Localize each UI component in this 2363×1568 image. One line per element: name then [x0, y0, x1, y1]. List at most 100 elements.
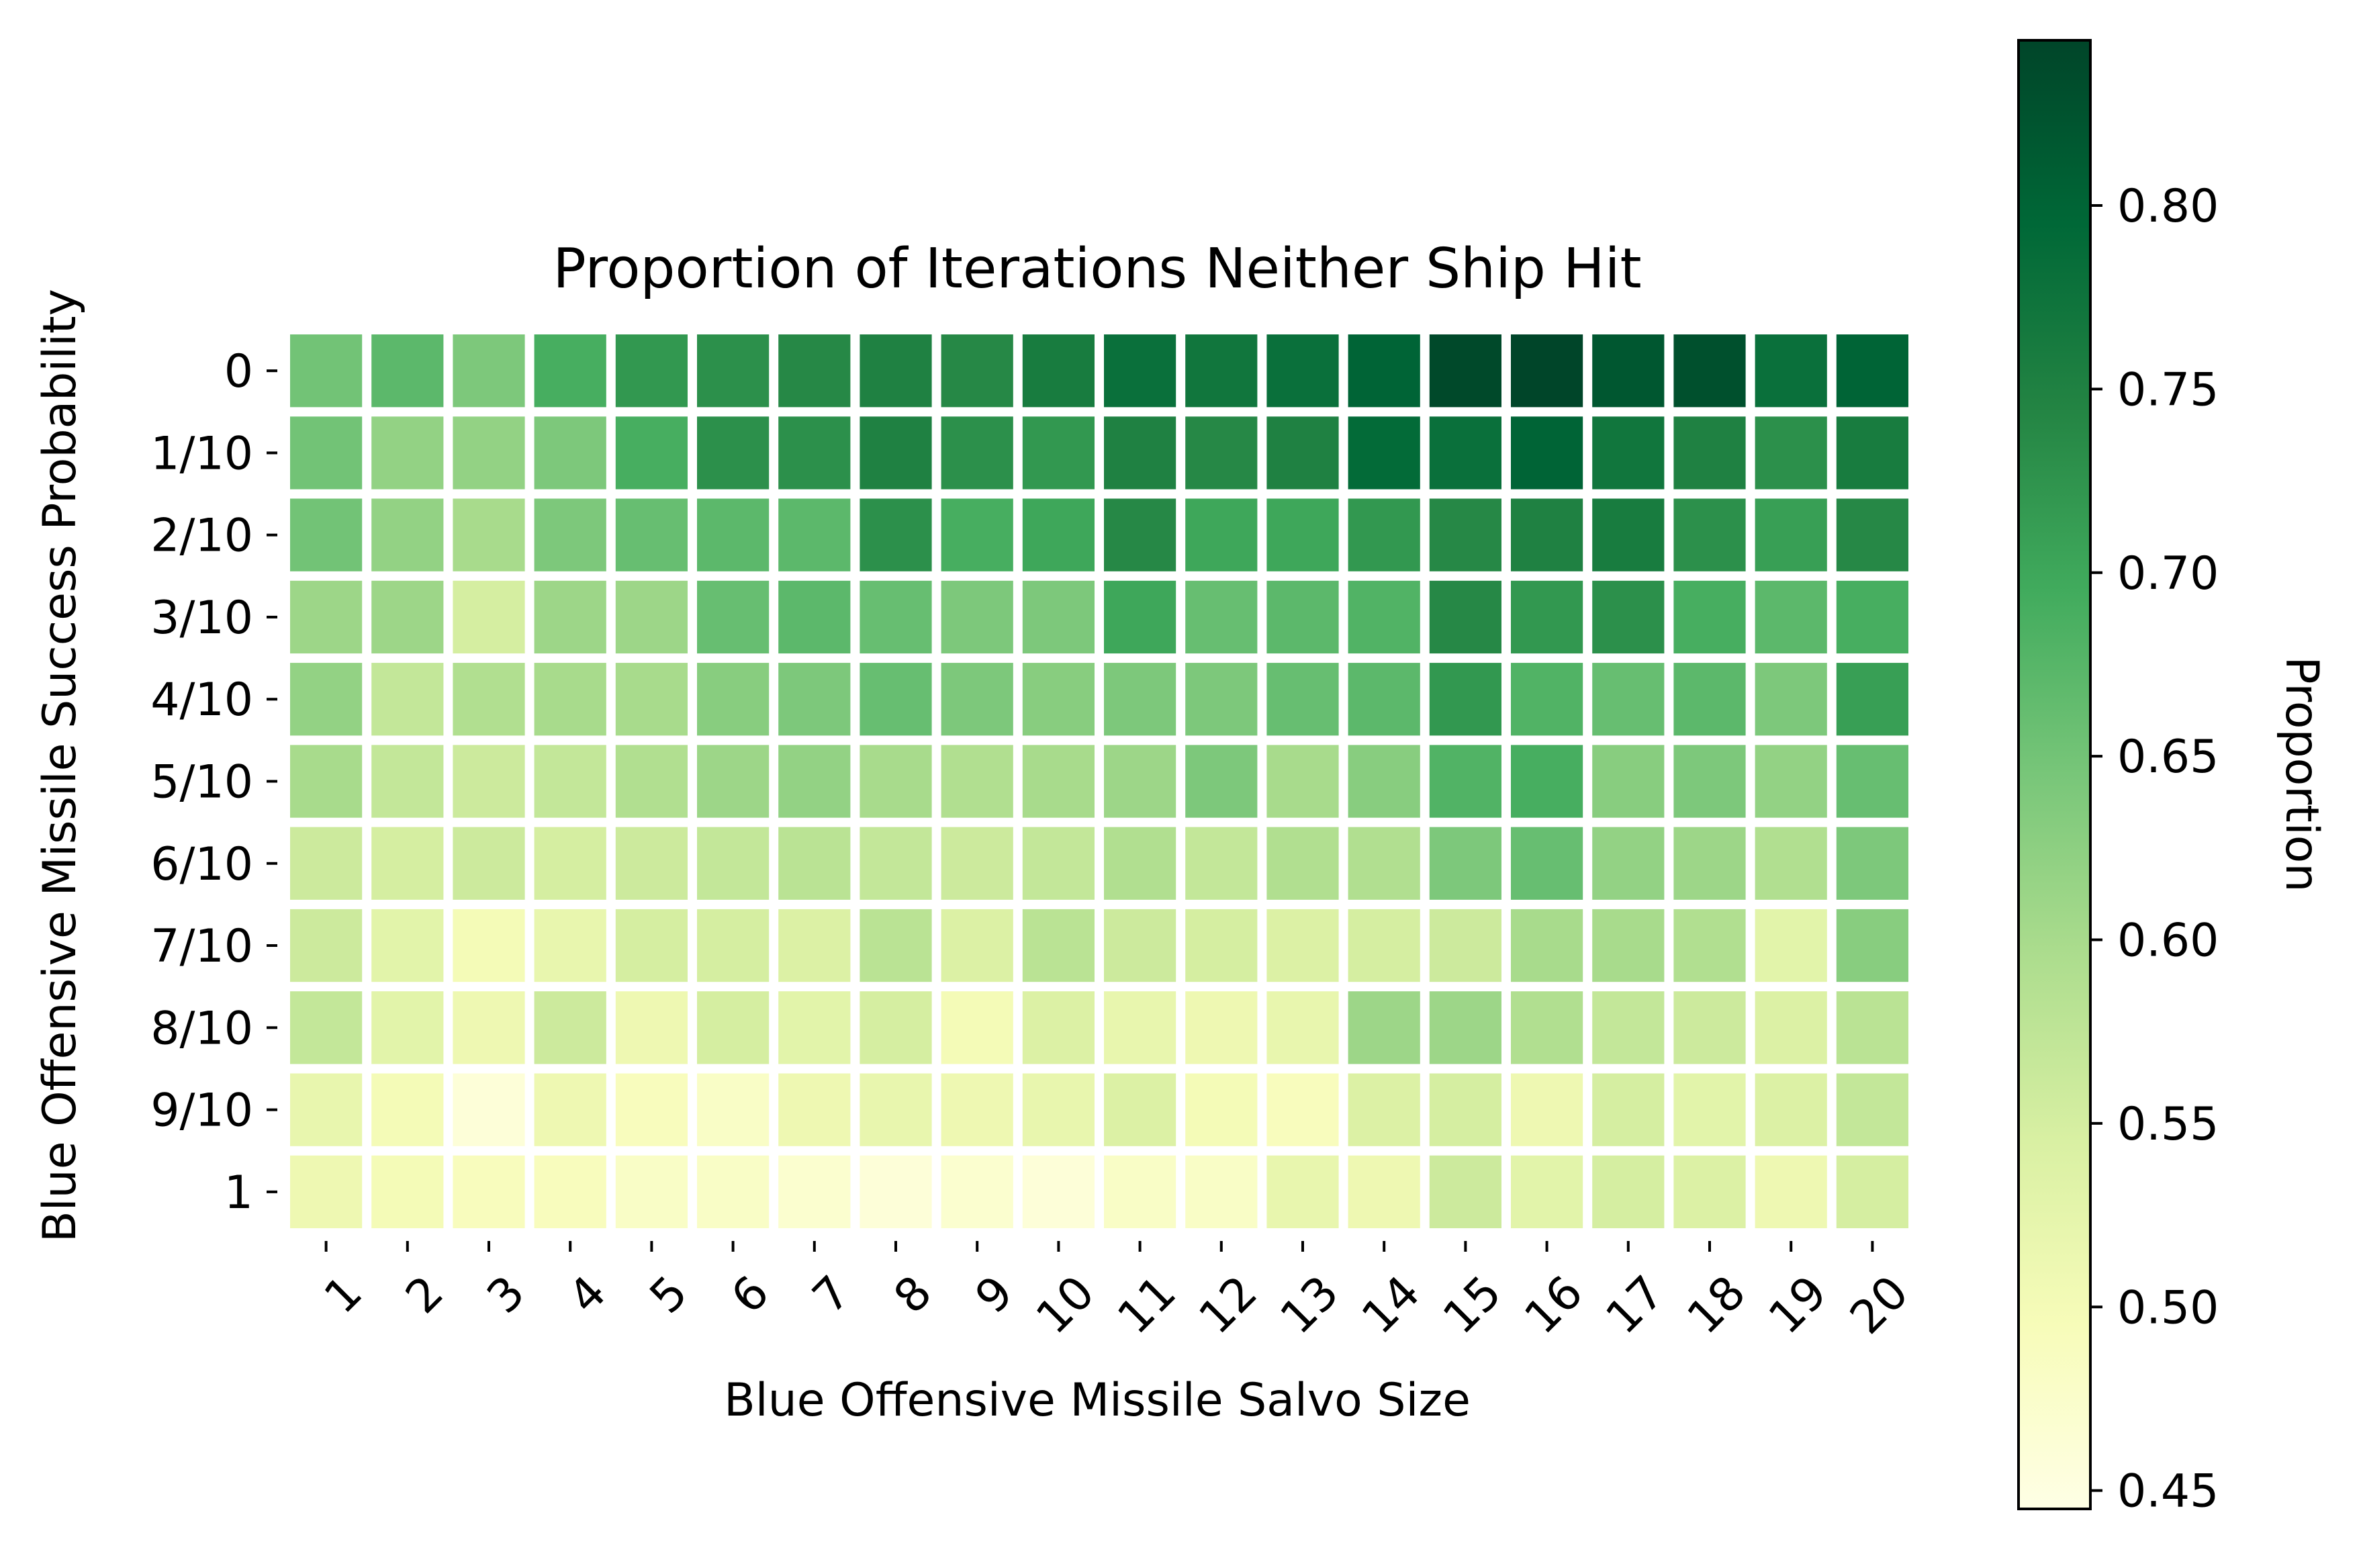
heatmap-cell	[1266, 663, 1339, 736]
heatmap-cell	[1429, 1155, 1501, 1228]
heatmap-cell	[534, 663, 606, 736]
heatmap-cell	[290, 663, 363, 736]
heatmap-cell	[1592, 1155, 1665, 1228]
heatmap-cell	[371, 745, 444, 818]
heatmap-cell	[1755, 745, 1827, 818]
colorbar-tick-label: 0.50	[2117, 1281, 2219, 1334]
heatmap-cell	[941, 1073, 1013, 1146]
heatmap-cell	[1429, 580, 1501, 654]
heatmap-cell	[697, 580, 770, 654]
heatmap-cell	[290, 909, 363, 982]
heatmap-cell	[778, 416, 851, 490]
heatmap-cell	[1836, 663, 1908, 736]
heatmap-cell	[1673, 909, 1746, 982]
heatmap-cell	[778, 991, 851, 1064]
y-tick-label: 9/10	[150, 1085, 253, 1138]
heatmap-cell	[1022, 580, 1095, 654]
heatmap-cell	[1836, 334, 1908, 408]
y-tick-label: 3/10	[150, 592, 253, 645]
chart-title: Proportion of Iterations Neither Ship Hi…	[553, 237, 1641, 301]
heatmap-cell	[1348, 909, 1420, 982]
heatmap-cell	[615, 909, 688, 982]
heatmap-cell	[778, 498, 851, 571]
y-axis-label: Blue Offensive Missile Success Probabili…	[34, 289, 87, 1242]
heatmap-cell	[1755, 580, 1827, 654]
heatmap-cell	[1592, 580, 1665, 654]
heatmap-cell	[1022, 1155, 1095, 1228]
heatmap-cell	[1348, 416, 1420, 490]
heatmap-cell	[615, 1073, 688, 1146]
y-tick-label: 4/10	[150, 674, 253, 727]
heatmap-cell	[371, 827, 444, 900]
heatmap-cell	[1836, 991, 1908, 1064]
heatmap-cell	[1592, 334, 1665, 408]
heatmap-cell	[1673, 745, 1746, 818]
heatmap-cell	[371, 580, 444, 654]
heatmap-cell	[534, 498, 606, 571]
heatmap-cell	[1429, 498, 1501, 571]
colorbar-ticks: 0.45 0.50 0.55 0.60 0.65 0.70 0.75 0.80	[2090, 180, 2219, 1518]
heatmap-cell	[941, 580, 1013, 654]
heatmap-cell	[697, 416, 770, 490]
heatmap-cell	[615, 827, 688, 900]
heatmap-cell	[860, 827, 932, 900]
heatmap-cell	[778, 745, 851, 818]
colorbar-tick-label: 0.45	[2117, 1465, 2219, 1518]
heatmap-cell	[1755, 1155, 1827, 1228]
heatmap-cell	[1266, 745, 1339, 818]
heatmap-cell	[371, 1073, 444, 1146]
heatmap-cell	[1511, 498, 1583, 571]
heatmap-cell	[290, 334, 363, 408]
heatmap-cell	[1836, 416, 1908, 490]
heatmap-cell	[1673, 1073, 1746, 1146]
heatmap-cell	[1755, 991, 1827, 1064]
heatmap-cell	[1266, 416, 1339, 490]
heatmap-cell	[290, 745, 363, 818]
heatmap-cell	[1185, 991, 1258, 1064]
heatmap-cell	[615, 334, 688, 408]
heatmap-cell	[1185, 1073, 1258, 1146]
heatmap-cell	[697, 745, 770, 818]
heatmap-cell	[371, 909, 444, 982]
heatmap-cell	[1185, 909, 1258, 982]
heatmap-cell	[1348, 663, 1420, 736]
heatmap-cell	[1511, 991, 1583, 1064]
heatmap-cell	[1022, 416, 1095, 490]
heatmap-cell	[1022, 334, 1095, 408]
heatmap-cell	[1673, 580, 1746, 654]
heatmap-cell	[453, 334, 525, 408]
heatmap-cell	[778, 663, 851, 736]
colorbar-tick-label: 0.80	[2117, 180, 2219, 233]
heatmap-cell	[941, 663, 1013, 736]
heatmap-cell	[1348, 1073, 1420, 1146]
heatmap-cell	[1511, 745, 1583, 818]
heatmap-cell	[1185, 334, 1258, 408]
colorbar-tick-label: 0.75	[2117, 363, 2219, 416]
heatmap-cell	[1266, 580, 1339, 654]
heatmap-cell	[453, 1073, 525, 1146]
heatmap-cell	[1348, 334, 1420, 408]
heatmap-cell	[1429, 1073, 1501, 1146]
heatmap-cell	[534, 1155, 606, 1228]
heatmap-cell	[1511, 663, 1583, 736]
heatmap-cell	[1022, 909, 1095, 982]
heatmap-cell	[1592, 745, 1665, 818]
heatmap-cell	[860, 663, 932, 736]
heatmap-cell	[371, 498, 444, 571]
heatmap-cell	[371, 663, 444, 736]
heatmap-cell	[1592, 663, 1665, 736]
heatmap-cell	[1266, 827, 1339, 900]
heatmap-cell	[534, 991, 606, 1064]
heatmap-cell	[534, 1073, 606, 1146]
heatmap-cell	[1429, 909, 1501, 982]
heatmap-cell	[1022, 1073, 1095, 1146]
heatmap-cell	[615, 416, 688, 490]
heatmap-cell	[290, 580, 363, 654]
heatmap-cell	[615, 498, 688, 571]
heatmap-cell	[1673, 663, 1746, 736]
heatmap-cell	[534, 909, 606, 982]
heatmap-cell	[1266, 498, 1339, 571]
heatmap-cell	[1673, 827, 1746, 900]
heatmap-cell	[290, 991, 363, 1064]
y-axis-ticks: 0 1/10 2/10 3/10 4/10 5/10 6/10 7/10 8/10 9/10 1	[150, 345, 277, 1219]
